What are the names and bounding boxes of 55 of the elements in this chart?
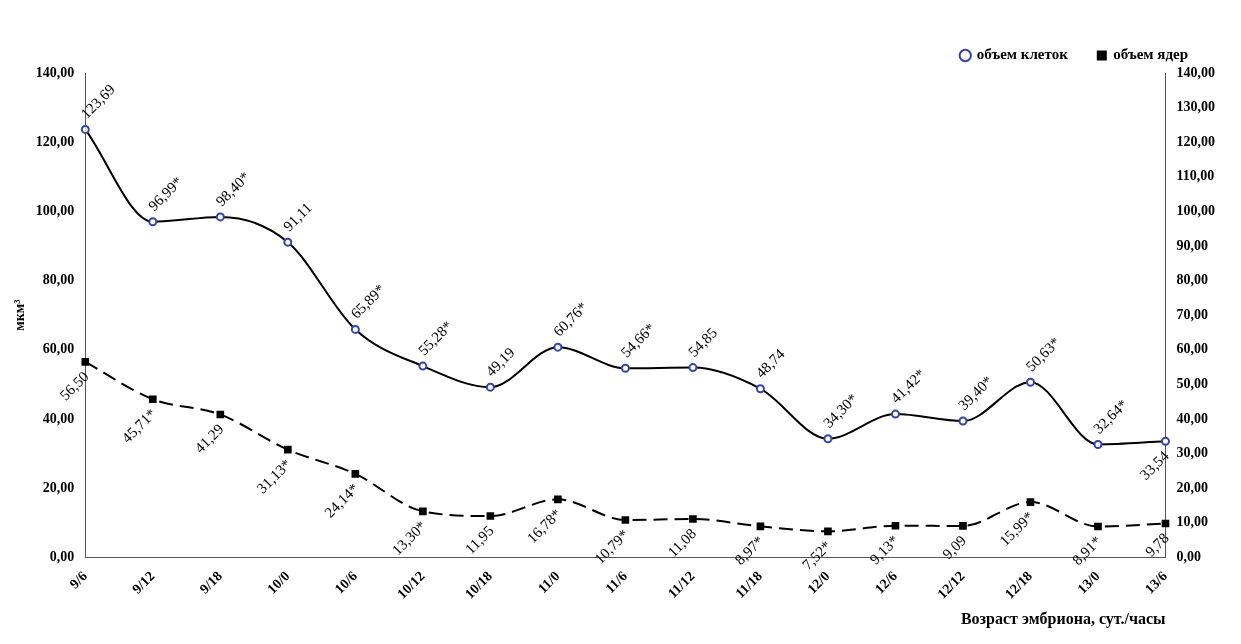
y2-tick-label: 60,00 <box>1176 341 1208 357</box>
x-tick-label: 10/0 <box>264 568 293 597</box>
x-tick-label: 13/0 <box>1074 568 1103 597</box>
point <box>1026 498 1035 506</box>
y-tick-label: 40,00 <box>42 410 75 426</box>
point <box>284 445 292 454</box>
y2-tick-label: 50,00 <box>1176 375 1208 391</box>
point <box>1094 522 1102 531</box>
y-tick-label: 80,00 <box>42 272 75 288</box>
x-tick-label: 12/6 <box>871 568 901 597</box>
data-label: 9,09 <box>939 532 970 563</box>
point <box>689 515 697 523</box>
point <box>486 512 495 520</box>
y2-tick-label: 140,00 <box>1176 64 1215 80</box>
point <box>81 358 90 366</box>
legend-label: объем ядер <box>1113 46 1188 63</box>
y2-tick-label: 20,00 <box>1176 479 1208 495</box>
y2-tick-label: 0,00 <box>1176 548 1201 564</box>
y-tick-label: 100,00 <box>35 203 75 218</box>
x-tick-label: 9/12 <box>129 568 158 597</box>
y2-tick-label: 40,00 <box>1176 410 1208 426</box>
point <box>554 495 562 504</box>
legend-label: объем клеток <box>976 46 1069 63</box>
data-label: 9,78 <box>1141 529 1172 560</box>
y2-tick-label: 110,00 <box>1176 168 1215 184</box>
point <box>419 507 427 516</box>
point <box>891 521 900 530</box>
point <box>148 395 157 404</box>
point <box>351 470 360 478</box>
x-tick-label: 12/0 <box>804 568 833 597</box>
x-tick-label: 13/6 <box>1141 568 1171 597</box>
y2-tick-label: 70,00 <box>1176 306 1208 322</box>
y-tick-label: 140,00 <box>35 64 75 80</box>
y-tick-label: 60,00 <box>42 341 75 357</box>
y2-tick-label: 130,00 <box>1176 99 1215 115</box>
point <box>824 527 832 536</box>
y2-tick-label: 30,00 <box>1176 445 1208 461</box>
y-tick-label: 20,00 <box>42 479 75 495</box>
y2-tick-label: 80,00 <box>1176 272 1208 288</box>
x-tick-label: 9/6 <box>66 568 90 592</box>
y2-tick-label: 90,00 <box>1176 237 1208 253</box>
y2-tick-label: 10,00 <box>1176 514 1208 530</box>
point <box>216 410 225 419</box>
x-tick-label: 9/18 <box>196 568 225 597</box>
y2-tick-label: 100,00 <box>1176 203 1215 218</box>
x-axis-title: Возраст эмбриона, сут./часы <box>960 609 1167 628</box>
x-tick-label: 11/0 <box>534 568 563 597</box>
point <box>959 522 967 530</box>
point <box>621 516 630 524</box>
y-tick-label: 0,00 <box>49 548 75 564</box>
x-tick-label: 11/6 <box>602 568 631 597</box>
y2-tick-label: 120,00 <box>1176 133 1215 149</box>
x-tick-label: 10/6 <box>331 568 361 597</box>
y-axis-title: мкм³ <box>12 299 28 331</box>
y-tick-label: 120,00 <box>35 133 75 149</box>
